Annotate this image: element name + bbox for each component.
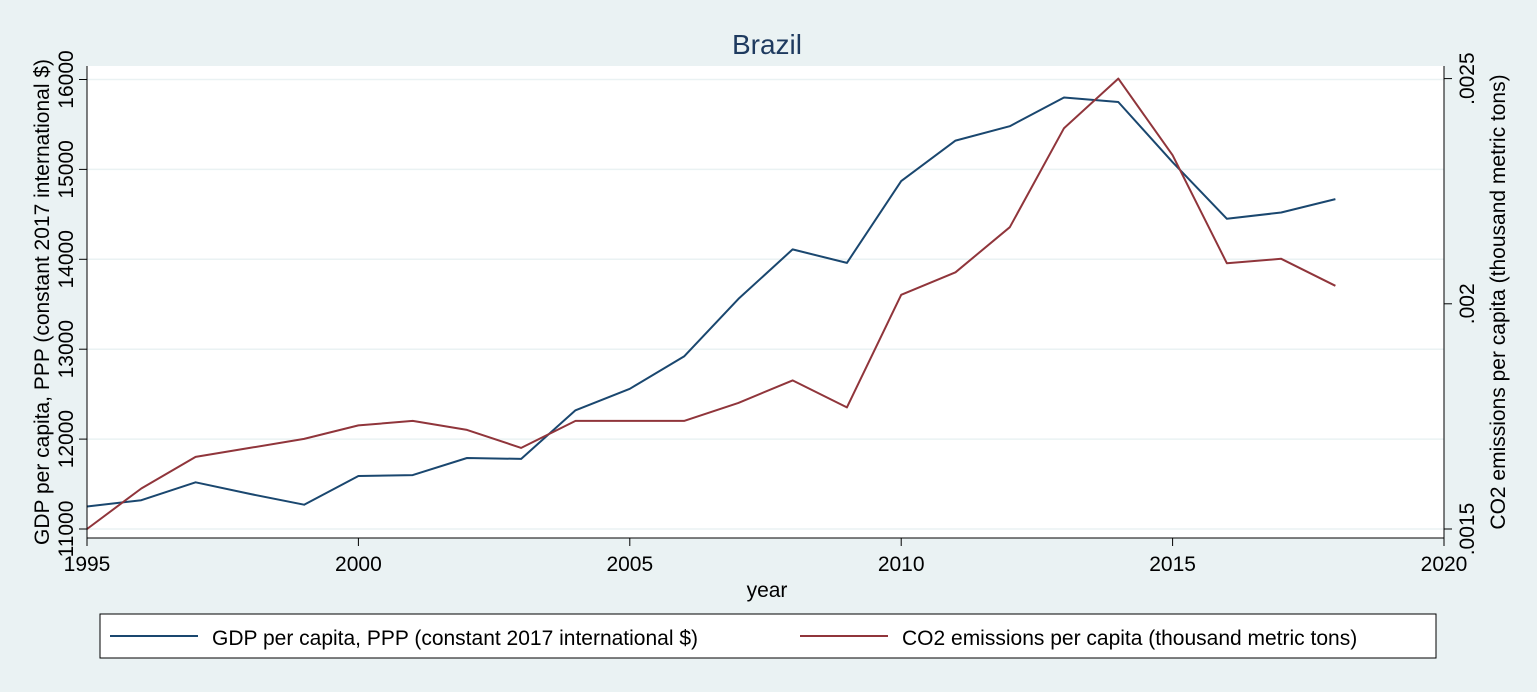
- y-left-tick-label-2: 13000: [55, 320, 78, 378]
- y-left-tick-label-1: 12000: [55, 410, 78, 468]
- plot-area: [87, 66, 1444, 538]
- x-tick-label-4: 2015: [1149, 553, 1196, 576]
- y-axis-right-title: CO2 emissions per capita (thousand metri…: [1487, 74, 1510, 529]
- legend-box: [99, 613, 1437, 659]
- y-left-tick-label-4: 15000: [55, 140, 78, 198]
- x-tick-label-3: 2010: [878, 553, 925, 576]
- y-right-tick-label-1: .002: [1456, 283, 1479, 324]
- series-line-1: [86, 77, 1336, 530]
- y-right-tick-label-0: .0015: [1456, 503, 1479, 556]
- series-group: [86, 77, 1336, 530]
- legend-label-co2: CO2 emissions per capita (thousand metri…: [902, 627, 1357, 650]
- x-tick-label-2: 2005: [606, 553, 653, 576]
- x-tick-label-5: 2020: [1421, 553, 1468, 576]
- legend-label-gdp: GDP per capita, PPP (constant 2017 inter…: [212, 627, 698, 650]
- y-left-tick-label-0: 11000: [55, 501, 78, 558]
- y-left-tick-label-3: 14000: [55, 230, 78, 288]
- x-tick-label-1: 2000: [335, 553, 382, 576]
- series-line-0: [86, 96, 1336, 508]
- chart-title: Brazil: [732, 29, 802, 60]
- axes: 11000 12000 13000 14000 15000 16000 .0015 .002.…: [55, 50, 1479, 576]
- legend: GDP per capita, PPP (constant 2017 inter…: [99, 613, 1437, 659]
- gridlines: [87, 78, 1444, 530]
- y-right-tick-label-2: .0025: [1456, 52, 1479, 105]
- x-tick-label-0: 1995: [64, 553, 111, 576]
- x-axis-title: year: [747, 579, 788, 602]
- y-left-tick-label-5: 16000: [55, 50, 78, 108]
- y-axis-left-title: GDP per capita, PPP (constant 2017 inter…: [31, 59, 54, 545]
